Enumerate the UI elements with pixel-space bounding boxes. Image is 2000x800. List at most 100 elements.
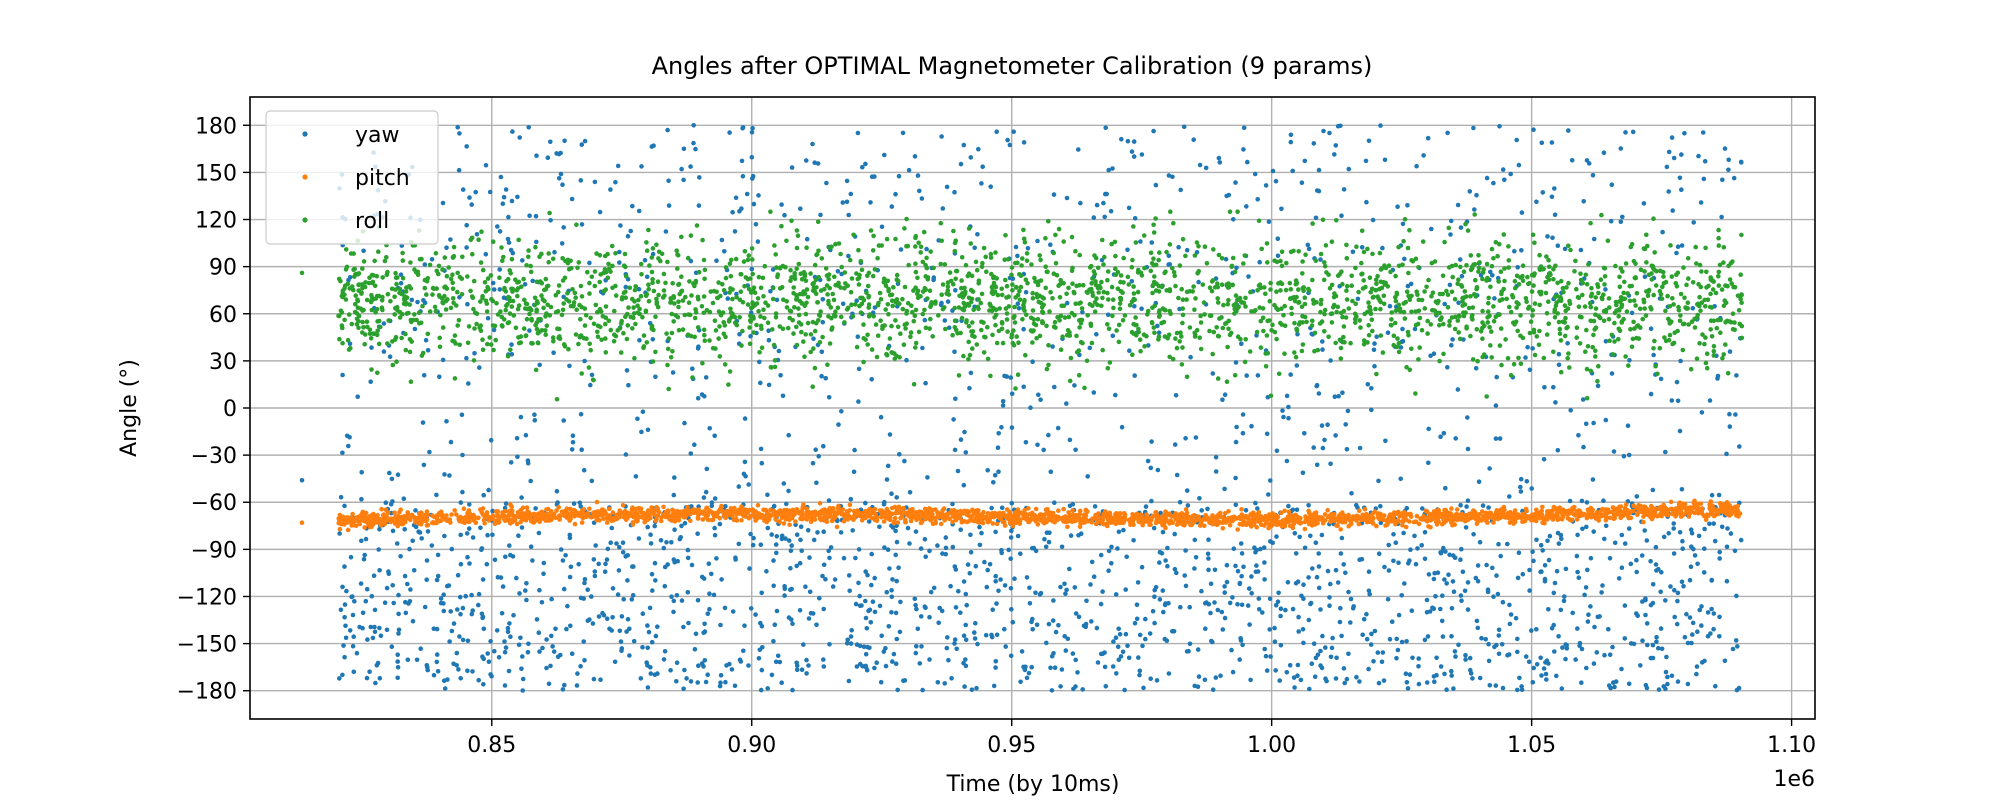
yaw-point bbox=[637, 338, 642, 343]
roll-point bbox=[534, 320, 540, 325]
roll-point bbox=[1310, 277, 1315, 283]
yaw-point bbox=[893, 528, 898, 534]
yaw-point bbox=[492, 648, 497, 654]
roll-point bbox=[902, 284, 908, 290]
yaw-point bbox=[466, 381, 471, 386]
yaw-point bbox=[545, 155, 551, 160]
yaw-point bbox=[943, 545, 949, 551]
roll-point bbox=[999, 326, 1005, 332]
yaw-point bbox=[821, 664, 827, 669]
yaw-point bbox=[1067, 566, 1072, 572]
yaw-point bbox=[1396, 560, 1401, 566]
roll-point bbox=[740, 328, 745, 334]
yaw-point bbox=[863, 569, 868, 574]
yaw-point bbox=[549, 633, 554, 639]
yaw-point bbox=[939, 608, 945, 614]
roll-point bbox=[346, 312, 352, 317]
roll-point bbox=[1024, 258, 1030, 264]
yaw-point bbox=[894, 539, 900, 545]
roll-point bbox=[1122, 313, 1128, 318]
yaw-point bbox=[727, 130, 732, 135]
roll-point bbox=[940, 282, 946, 287]
yaw-point bbox=[1500, 167, 1506, 172]
roll-point bbox=[460, 254, 465, 260]
yaw-point bbox=[410, 618, 416, 624]
yaw-point bbox=[421, 462, 427, 468]
yaw-point bbox=[915, 173, 921, 178]
roll-point bbox=[1243, 304, 1248, 309]
roll-point bbox=[1641, 246, 1647, 251]
yaw-point bbox=[506, 240, 512, 245]
roll-point bbox=[1592, 327, 1597, 332]
yaw-point bbox=[618, 639, 624, 644]
roll-point bbox=[1229, 263, 1235, 269]
roll-point bbox=[1531, 283, 1536, 288]
yaw-point bbox=[347, 434, 352, 440]
yaw-point bbox=[1019, 649, 1025, 654]
yaw-point bbox=[455, 573, 461, 578]
yaw-point bbox=[1080, 687, 1085, 692]
roll-point bbox=[532, 295, 538, 301]
roll-point bbox=[1276, 371, 1282, 377]
yaw-point bbox=[1663, 449, 1668, 455]
yaw-point bbox=[1165, 563, 1170, 569]
roll-point bbox=[758, 314, 763, 319]
roll-point bbox=[1505, 356, 1511, 361]
yaw-point bbox=[498, 174, 504, 180]
yaw-point bbox=[1717, 549, 1722, 555]
yaw-point bbox=[1660, 229, 1665, 235]
yaw-point bbox=[756, 656, 762, 661]
roll-point bbox=[761, 294, 766, 299]
yaw-point bbox=[662, 649, 668, 654]
yaw-point bbox=[1699, 623, 1704, 628]
roll-point bbox=[1556, 319, 1562, 325]
roll-point bbox=[898, 331, 903, 337]
yaw-point bbox=[1184, 488, 1190, 493]
roll-point bbox=[1118, 279, 1123, 285]
roll-point bbox=[1407, 297, 1413, 303]
yaw-point bbox=[1118, 654, 1124, 659]
yaw-point bbox=[1183, 436, 1188, 441]
roll-point bbox=[1617, 274, 1622, 280]
roll-point bbox=[343, 267, 349, 272]
roll-point bbox=[848, 289, 854, 295]
yaw-point bbox=[581, 639, 586, 644]
yaw-point bbox=[1306, 246, 1312, 252]
roll-point bbox=[440, 267, 445, 272]
yaw-point bbox=[1530, 346, 1535, 351]
yaw-point bbox=[1534, 627, 1539, 632]
roll-point bbox=[1000, 340, 1006, 346]
roll-point bbox=[1194, 327, 1200, 333]
yaw-point bbox=[1316, 188, 1322, 194]
roll-point bbox=[1136, 329, 1141, 335]
roll-point bbox=[1090, 293, 1096, 299]
yaw-point bbox=[1453, 654, 1458, 659]
yaw-point bbox=[1575, 532, 1580, 538]
yaw-point bbox=[688, 451, 694, 456]
yaw-point bbox=[1458, 225, 1464, 230]
roll-point bbox=[748, 313, 753, 319]
yaw-point bbox=[1220, 397, 1225, 403]
roll-point bbox=[1099, 279, 1104, 285]
yaw-point bbox=[421, 373, 427, 378]
roll-point bbox=[385, 341, 390, 346]
roll-point bbox=[723, 275, 729, 281]
yaw-point bbox=[1607, 556, 1613, 561]
yaw-point bbox=[945, 299, 951, 304]
yaw-point bbox=[1366, 588, 1372, 594]
roll-point bbox=[913, 233, 919, 239]
yaw-point bbox=[1505, 541, 1510, 547]
yaw-point bbox=[840, 301, 846, 307]
roll-point bbox=[1413, 256, 1419, 262]
yaw-point bbox=[509, 352, 515, 357]
roll-point bbox=[474, 311, 480, 317]
roll-point bbox=[1291, 295, 1297, 300]
roll-point bbox=[1393, 273, 1398, 279]
roll-point bbox=[1593, 306, 1599, 311]
yaw-point bbox=[1519, 248, 1524, 253]
roll-point bbox=[1368, 311, 1374, 317]
roll-point bbox=[870, 248, 876, 253]
yaw-point bbox=[524, 581, 529, 586]
yaw-point bbox=[337, 531, 342, 536]
roll-point bbox=[1292, 298, 1298, 304]
